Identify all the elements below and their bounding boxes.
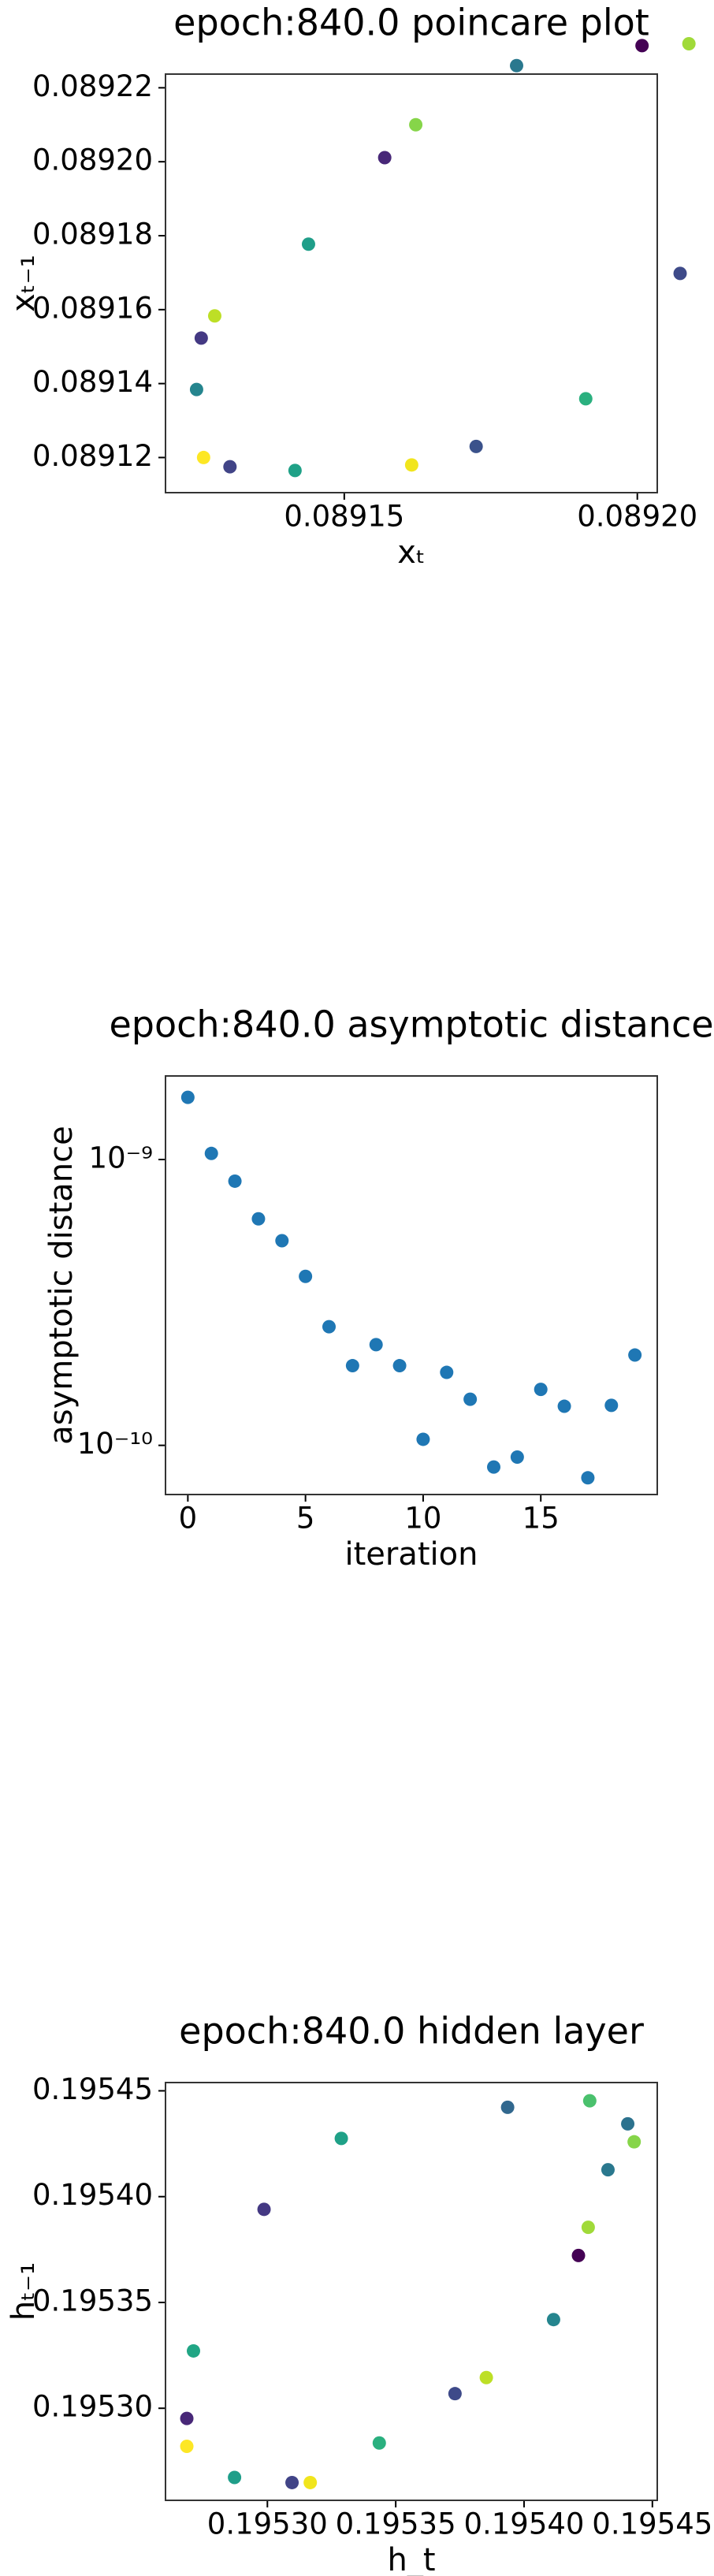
point (621, 2116, 635, 2131)
y-tick-label: 0.19545 (32, 2072, 153, 2106)
point (500, 2100, 515, 2114)
point (204, 1146, 218, 1160)
point (180, 2411, 194, 2425)
y-tick-label: 0.08918 (32, 217, 153, 251)
point (601, 2163, 615, 2177)
point (301, 237, 315, 251)
point (571, 2248, 586, 2262)
point (322, 1320, 337, 1334)
point (604, 1398, 619, 1413)
point (578, 392, 593, 406)
point (180, 2440, 194, 2454)
x-tick-label: 0.08920 (577, 500, 697, 534)
x-tick-label: 0.19545 (592, 2507, 712, 2541)
point (682, 37, 696, 51)
point (299, 1269, 313, 1283)
point (581, 2220, 595, 2235)
x-axis-label: xₜ (397, 534, 425, 571)
point (194, 331, 208, 345)
point (673, 266, 687, 281)
point (510, 1450, 524, 1464)
y-tick-label: 0.19530 (32, 2390, 153, 2424)
point (581, 1471, 595, 1485)
x-axis-label: h_t (387, 2542, 435, 2576)
x-tick-label: 0.08915 (284, 500, 404, 534)
y-tick-label: 0.19535 (32, 2284, 153, 2317)
y-tick-label: 0.08914 (32, 365, 153, 399)
point (486, 1460, 500, 1474)
point (627, 2135, 641, 2149)
point (275, 1234, 289, 1248)
y-axis-label: hₜ₋₁ (6, 2262, 42, 2321)
point (288, 463, 302, 478)
point (189, 382, 203, 396)
point (416, 1432, 430, 1446)
point (285, 2475, 299, 2489)
point (463, 1392, 478, 1406)
y-tick-label: 0.08922 (32, 69, 153, 103)
point (334, 2131, 348, 2146)
point (510, 58, 524, 73)
x-tick-label: 0.19540 (463, 2507, 584, 2541)
point (196, 450, 210, 464)
chart-title: epoch:840.0 hidden layer (179, 2010, 644, 2053)
y-axis-label: asymptotic distance (43, 1126, 80, 1445)
point (223, 460, 237, 474)
y-axis-label: xₜ₋₁ (6, 255, 42, 312)
point (448, 2387, 462, 2401)
point (251, 1212, 266, 1226)
point (628, 1348, 642, 1362)
point (557, 1399, 571, 1413)
point (404, 458, 418, 472)
axes-frame (165, 1075, 658, 1495)
x-axis-label: iteration (345, 1536, 478, 1573)
point (228, 1174, 242, 1188)
axes-frame (165, 73, 658, 493)
x-tick-label: 0 (179, 1502, 198, 1536)
point (534, 1383, 548, 1397)
point (228, 2470, 242, 2485)
y-tick-label: 10⁻⁹ (89, 1141, 153, 1174)
point (635, 39, 649, 53)
y-tick-label: 0.08920 (32, 143, 153, 177)
point (207, 309, 221, 323)
y-tick-label: 0.19540 (32, 2178, 153, 2212)
chart-title: epoch:840.0 asymptotic distance (109, 1003, 713, 1046)
y-tick-label: 0.08916 (32, 291, 153, 325)
point (345, 1359, 359, 1373)
point (469, 439, 483, 453)
point (303, 2475, 318, 2489)
point (369, 1338, 383, 1352)
x-tick-label: 0.19535 (336, 2507, 456, 2541)
x-tick-label: 15 (522, 1502, 560, 1536)
point (180, 1090, 195, 1104)
point (186, 2343, 200, 2358)
chart-title: epoch:840.0 poincare plot (173, 2, 649, 44)
axes-frame (165, 2082, 658, 2501)
point (479, 2370, 493, 2384)
y-tick-label: 0.08912 (32, 439, 153, 473)
point (377, 151, 392, 165)
y-tick-label: 10⁻¹⁰ (77, 1427, 153, 1461)
point (546, 2313, 560, 2327)
point (440, 1365, 454, 1379)
point (582, 2094, 597, 2108)
x-tick-label: 5 (296, 1502, 315, 1536)
point (257, 2202, 271, 2217)
x-tick-label: 10 (404, 1502, 441, 1536)
point (409, 117, 423, 132)
point (392, 1359, 407, 1373)
x-tick-label: 0.19530 (207, 2507, 328, 2541)
point (372, 2436, 386, 2450)
